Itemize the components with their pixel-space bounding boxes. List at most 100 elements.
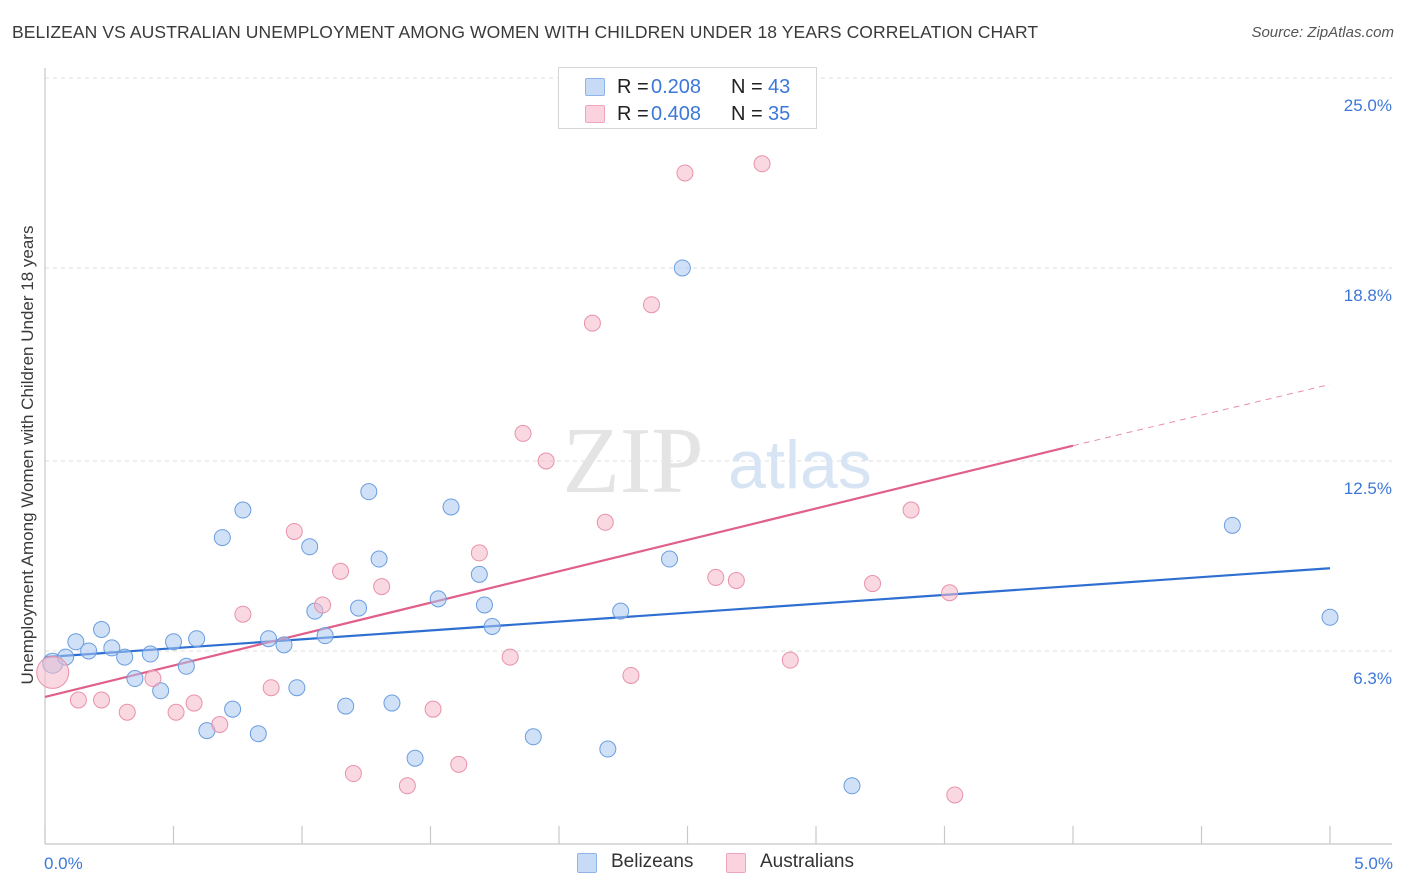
- point-belizeans: [234, 501, 252, 519]
- r-value: 0.408: [651, 103, 702, 125]
- point-australians: [373, 578, 391, 596]
- point-belizeans: [177, 657, 195, 675]
- point-australians: [234, 605, 252, 623]
- point-australians: [753, 155, 771, 173]
- point-australians: [398, 777, 416, 795]
- trend-extension-australians: [1072, 383, 1331, 447]
- watermark: ZIP atlas: [563, 409, 872, 513]
- point-australians: [781, 651, 799, 669]
- y-tick-label: 12.5%: [1344, 479, 1392, 498]
- point-belizeans: [316, 627, 334, 645]
- point-belizeans: [103, 639, 121, 657]
- legend-swatch-belizeans: [577, 853, 597, 873]
- point-australians: [424, 700, 442, 718]
- point-belizeans: [1321, 608, 1339, 626]
- point-belizeans: [442, 498, 460, 516]
- watermark-atlas: atlas: [728, 427, 872, 503]
- point-belizeans: [141, 645, 159, 663]
- point-belizeans: [126, 670, 144, 688]
- legend-swatch-australians: [585, 105, 605, 123]
- n-label: N =: [731, 76, 763, 98]
- point-australians: [902, 501, 920, 519]
- point-australians: [450, 755, 468, 773]
- point-belizeans: [483, 617, 501, 635]
- point-australians: [69, 691, 87, 709]
- point-belizeans: [360, 483, 378, 501]
- axes: [44, 68, 1392, 845]
- trend-line-australians: [44, 444, 1074, 698]
- data-points: [36, 155, 1339, 804]
- point-australians: [167, 703, 185, 721]
- point-belizeans: [475, 596, 493, 614]
- point-australians: [643, 296, 661, 314]
- point-belizeans: [429, 590, 447, 608]
- n-value: 43: [768, 76, 791, 98]
- point-australians: [285, 522, 303, 540]
- point-belizeans: [661, 550, 679, 568]
- point-belizeans: [599, 740, 617, 758]
- y-tick-label: 18.8%: [1344, 286, 1392, 305]
- legend-swatch-australians: [726, 853, 746, 873]
- point-belizeans: [224, 700, 242, 718]
- point-belizeans: [260, 630, 278, 648]
- legend-label-belizeans: Belizeans: [611, 851, 694, 872]
- trend-lines: [44, 383, 1331, 698]
- point-belizeans: [288, 679, 306, 697]
- point-australians: [676, 164, 694, 182]
- source-credit: Source: ZipAtlas.com: [1251, 24, 1394, 41]
- point-belizeans: [67, 633, 85, 651]
- point-australians: [727, 571, 745, 589]
- r-label: R =: [617, 76, 649, 98]
- point-belizeans: [612, 602, 630, 620]
- point-belizeans: [673, 259, 691, 277]
- point-australians: [941, 584, 959, 602]
- point-australians: [36, 655, 70, 689]
- x-tick-label: 5.0%: [1354, 854, 1393, 873]
- chart-title: BELIZEAN VS AUSTRALIAN UNEMPLOYMENT AMON…: [12, 22, 1039, 42]
- point-australians: [332, 562, 350, 580]
- point-belizeans: [93, 621, 111, 639]
- point-australians: [596, 513, 614, 531]
- point-australians: [211, 716, 229, 734]
- point-australians: [864, 575, 882, 593]
- point-australians: [583, 314, 601, 332]
- n-value: 35: [768, 103, 791, 125]
- point-belizeans: [843, 777, 861, 795]
- point-australians: [262, 679, 280, 697]
- point-belizeans: [524, 728, 542, 746]
- point-australians: [344, 765, 362, 783]
- point-belizeans: [275, 636, 293, 654]
- legend-label-australians: Australians: [760, 851, 854, 872]
- point-australians: [537, 452, 555, 470]
- point-belizeans: [116, 648, 134, 666]
- correlation-legend: R = 0.208 N = 43 R = 0.408 N = 35: [558, 67, 817, 129]
- r-label: R =: [617, 103, 649, 125]
- r-value: 0.208: [651, 76, 702, 98]
- point-belizeans: [213, 529, 231, 547]
- point-belizeans: [80, 642, 98, 660]
- point-belizeans: [1223, 516, 1241, 534]
- legend-swatch-belizeans: [585, 78, 605, 96]
- tick-labels: 6.3% 12.5% 18.8% 25.0% 0.0% 5.0%: [44, 96, 1393, 873]
- point-australians: [93, 691, 111, 709]
- point-belizeans: [406, 749, 424, 767]
- point-australians: [514, 424, 532, 442]
- x-tick-label: 0.0%: [44, 854, 83, 873]
- point-belizeans: [470, 565, 488, 583]
- point-australians: [946, 786, 964, 804]
- y-tick-label: 6.3%: [1353, 669, 1392, 688]
- point-belizeans: [337, 697, 355, 715]
- point-belizeans: [152, 682, 170, 700]
- point-australians: [118, 703, 136, 721]
- point-belizeans: [301, 538, 319, 556]
- point-belizeans: [350, 599, 368, 617]
- n-label: N =: [731, 103, 763, 125]
- point-australians: [185, 694, 203, 712]
- point-belizeans: [370, 550, 388, 568]
- trend-line-belizeans: [44, 567, 1331, 659]
- point-belizeans: [249, 725, 267, 743]
- point-australians: [470, 544, 488, 562]
- point-australians: [707, 568, 725, 586]
- point-australians: [314, 596, 332, 614]
